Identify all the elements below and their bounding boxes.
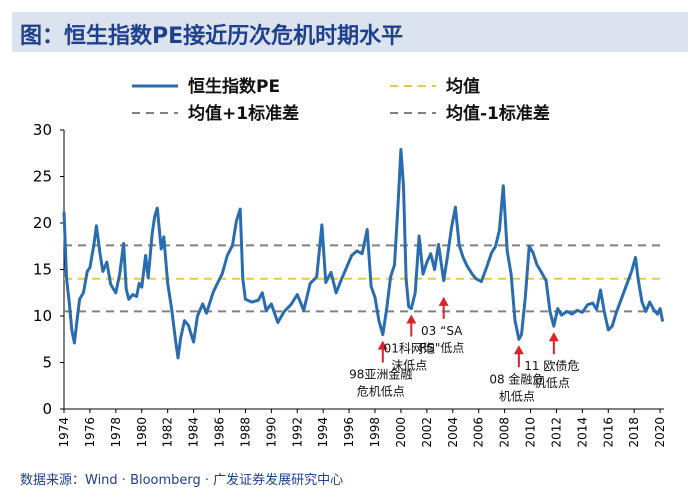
x-tick-label: 1978 (109, 417, 123, 448)
x-tick-label: 2006 (472, 417, 486, 448)
y-tick-label: 30 (33, 121, 52, 139)
x-tick-label: 1998 (368, 417, 382, 448)
x-tick-label: 2018 (627, 417, 641, 448)
x-tick-label: 1986 (213, 417, 227, 448)
y-tick-label: 20 (33, 214, 52, 232)
x-tick-label: 1990 (264, 417, 278, 448)
legend-label: 恒生指数PE (188, 76, 280, 97)
x-tick-label: 2020 (653, 417, 667, 448)
x-tick-label: 1974 (57, 417, 71, 448)
y-tick-label: 15 (33, 261, 52, 279)
x-tick-label: 2008 (498, 417, 512, 448)
annotation-label: 危机低点 (357, 385, 405, 399)
annotation-label: RS"低点 (419, 341, 464, 355)
x-tick-label: 2012 (549, 417, 563, 448)
annotation-arrow-head (438, 296, 449, 306)
annotation-label: 98亚洲金融 (349, 367, 412, 382)
title-bar: 图：恒生指数PE接近历次危机时期水平 (12, 12, 688, 52)
x-tick-label: 1976 (83, 417, 97, 448)
annotation-arrow-head (406, 314, 417, 324)
x-tick-label: 1992 (290, 417, 304, 448)
y-tick-label: 0 (42, 400, 52, 418)
annotation-label: 03 “SA (421, 324, 463, 338)
annotation-label: 01科网泡 (384, 342, 435, 356)
x-tick-label: 2000 (394, 417, 408, 448)
source-note: 数据来源：Wind · Bloomberg · 广发证券发展研究中心 (20, 473, 344, 488)
x-tick-label: 1980 (135, 417, 149, 448)
annotation-arrow-head (513, 345, 524, 355)
x-tick-label: 2002 (420, 417, 434, 448)
x-tick-label: 1984 (187, 417, 201, 448)
x-tick-label: 2010 (524, 417, 538, 448)
legend-label: 均值 (446, 76, 480, 97)
y-tick-label: 5 (42, 354, 52, 372)
series-hsi-pe (62, 148, 665, 360)
annotation-label: 机低点 (534, 376, 570, 390)
legend-label: 均值-1标准差 (446, 103, 550, 124)
x-tick-label: 1988 (238, 417, 252, 448)
annotation-arrow-head (548, 332, 559, 342)
annotation-label: 沫低点 (391, 359, 427, 373)
x-tick-label: 1982 (161, 417, 175, 448)
x-tick-label: 2016 (601, 417, 615, 448)
annotation-arrow-head (377, 340, 388, 350)
y-tick-label: 10 (33, 307, 52, 325)
page-title: 图：恒生指数PE接近历次危机时期水平 (20, 24, 404, 49)
legend-label: 均值+1标准差 (188, 103, 299, 124)
x-tick-label: 1996 (342, 417, 356, 448)
x-tick-label: 1994 (316, 417, 330, 448)
annotation-label: 机低点 (499, 389, 535, 403)
annotation-label: 11 欧债危 (524, 359, 579, 373)
x-tick-label: 2014 (575, 417, 589, 448)
annotation-label: 08 金融危 (489, 371, 544, 386)
y-tick-label: 25 (33, 168, 52, 186)
x-tick-label: 2004 (446, 417, 460, 448)
